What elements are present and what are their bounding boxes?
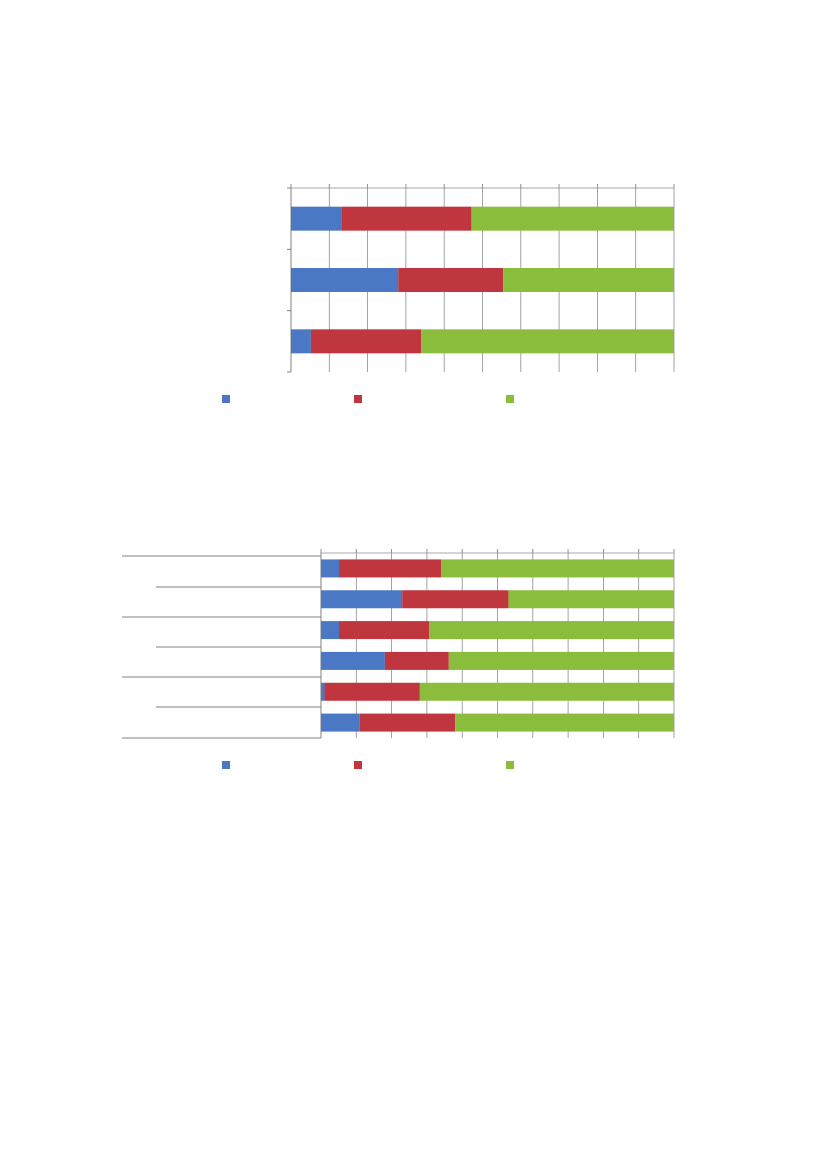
bar-segment-series-2-row-6	[360, 714, 455, 732]
legend-marker-series-2	[354, 395, 362, 403]
bar-segment-series-3-row-4	[449, 652, 674, 670]
bar-segment-series-1-row-1	[321, 559, 339, 577]
bar-segment-series-3-row-1	[441, 559, 674, 577]
bar-segment-series-3-row-3	[421, 329, 674, 353]
bar-segment-series-1-row-2	[291, 268, 398, 292]
bar-segment-series-1-row-2	[321, 590, 402, 608]
bar-segment-series-2-row-3	[311, 329, 421, 353]
bar-segment-series-1-row-4	[321, 652, 385, 670]
bar-segment-series-3-row-6	[455, 714, 674, 732]
bar-segment-series-2-row-4	[385, 652, 449, 670]
bar-segment-series-2-row-2	[398, 268, 503, 292]
bar-segment-series-3-row-1	[471, 207, 674, 231]
bar-segment-series-3-row-5	[420, 683, 674, 701]
legend	[222, 395, 514, 403]
legend-marker-series-1	[222, 395, 230, 403]
bar-segment-series-2-row-1	[339, 559, 441, 577]
bar-segment-series-1-row-6	[321, 714, 360, 732]
bar-segment-series-2-row-2	[402, 590, 508, 608]
bar-segment-series-1-row-3	[291, 329, 311, 353]
legend-marker-series-3	[506, 761, 514, 769]
bar-segment-series-3-row-2	[508, 590, 674, 608]
chart-2	[122, 549, 674, 769]
bars	[291, 207, 674, 354]
chart-1	[222, 184, 674, 403]
bar-segment-series-2-row-5	[325, 683, 420, 701]
bar-segment-series-3-row-2	[503, 268, 674, 292]
legend-marker-series-3	[506, 395, 514, 403]
bar-segment-series-2-row-3	[339, 621, 429, 639]
legend	[222, 761, 514, 769]
bar-segment-series-1-row-5	[321, 683, 325, 701]
legend-marker-series-2	[354, 761, 362, 769]
bar-segment-series-1-row-3	[321, 621, 339, 639]
legend-marker-series-1	[222, 761, 230, 769]
bar-segment-series-2-row-1	[342, 207, 471, 231]
bar-segment-series-1-row-1	[291, 207, 342, 231]
bar-segment-series-3-row-3	[429, 621, 674, 639]
